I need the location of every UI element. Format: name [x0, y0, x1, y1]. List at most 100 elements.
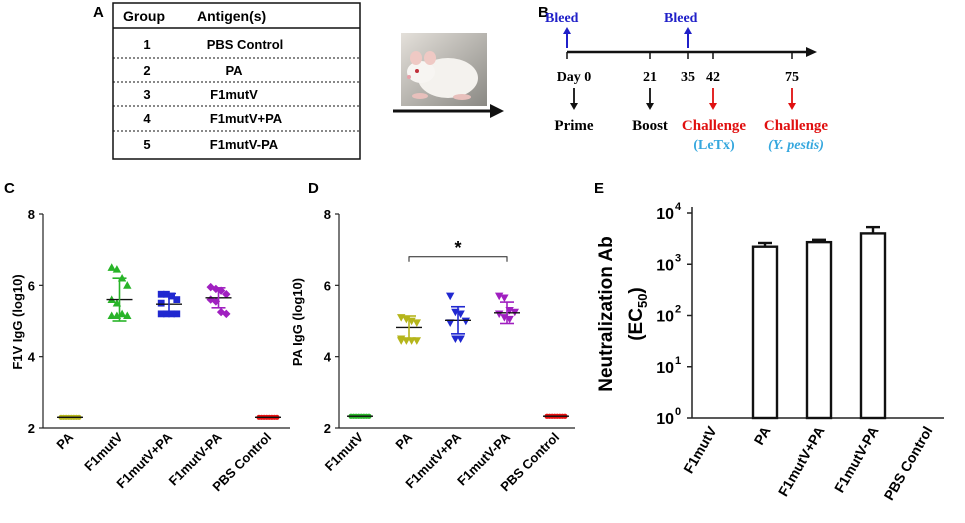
x-tick-label: PA [392, 429, 415, 452]
timeline-axis [567, 47, 817, 57]
y-axis-label: PA IgG (log10) [290, 278, 305, 366]
y-tick-label: 6 [28, 278, 35, 293]
data-point [157, 310, 165, 318]
mouse-photo [401, 33, 487, 106]
panel-label-a: A [93, 4, 104, 21]
data-point [446, 319, 455, 327]
y-tick-label: 10 [656, 411, 674, 428]
series-group [543, 413, 569, 419]
data-point [456, 335, 465, 344]
mouse-paw [453, 94, 471, 100]
y-axis-label: F1V IgG (log10) [10, 274, 25, 369]
bar [751, 245, 779, 420]
y-tick-exponent: 2 [675, 304, 681, 316]
arrow-down-icon [709, 88, 717, 110]
agent-label: (Y. pestis) [768, 138, 824, 153]
x-tick-label: PA [53, 429, 76, 452]
y-tick-label: 4 [28, 350, 36, 365]
arrow-right-icon [393, 104, 504, 118]
data-point [112, 265, 122, 273]
y-tick-label: 10 [656, 257, 674, 274]
bleed-label: Bleed [545, 11, 579, 26]
day-label: 21 [643, 70, 657, 85]
y-tick-label: 4 [324, 350, 332, 365]
data-point [222, 290, 231, 299]
panel-label-b: B [538, 4, 549, 21]
y-tick-exponent: 0 [675, 406, 681, 418]
series-group [156, 290, 182, 318]
day-label: 42 [706, 70, 720, 85]
table-row-antigen: F1mutV-PA [210, 137, 279, 152]
table-row-antigen: F1mutV+PA [210, 111, 283, 126]
data-point [123, 281, 132, 289]
arrow-up-icon [563, 27, 571, 48]
x-tick-label: F1mutV [680, 423, 720, 476]
day-label: 35 [681, 70, 695, 85]
mouse-ear [410, 51, 422, 65]
x-tick-label: PA [751, 424, 774, 448]
series-group [347, 413, 373, 419]
arrow-down-icon [646, 88, 654, 110]
series-group [255, 414, 281, 420]
data-point [446, 292, 455, 301]
table-header-group: Group [123, 8, 165, 24]
y-tick-label: 8 [324, 207, 331, 222]
data-point [222, 309, 231, 319]
series-group [57, 414, 83, 420]
panel-label-e: E [594, 180, 604, 197]
event-label: Challenge [682, 118, 747, 134]
y-tick-label: 2 [324, 421, 331, 436]
y-tick-exponent: 3 [675, 252, 681, 264]
y-tick-label: 10 [656, 360, 674, 377]
arrow-up-icon [684, 27, 692, 48]
series-group [396, 314, 422, 345]
table-row-antigen: F1mutV [210, 87, 258, 102]
timeline: Bleed Bleed Day 0 21 35 42 75 [545, 11, 828, 153]
table-row-group: 4 [143, 111, 151, 126]
x-tick-label: PBS Control [881, 424, 936, 503]
event-label: Boost [632, 118, 668, 134]
arrow-down-icon [570, 88, 578, 110]
mouse-eye [415, 69, 419, 73]
data-point [173, 310, 181, 318]
x-tick-label: F1mutV+PA [775, 424, 828, 499]
panel-label-c: C [4, 180, 15, 197]
y-tick-label: 6 [324, 278, 331, 293]
y-tick-label: 10 [656, 309, 674, 326]
mouse-head [407, 61, 435, 83]
y-tick-label: 8 [28, 207, 35, 222]
x-tick-label: F1mutV [81, 429, 126, 474]
event-label: Challenge [764, 118, 829, 134]
panel-label-d: D [308, 180, 319, 197]
day-label: Day 0 [557, 70, 592, 85]
significance-bracket [408, 256, 508, 262]
table-row-group: 1 [143, 37, 150, 52]
series-group [445, 292, 471, 344]
bar [859, 232, 887, 420]
mouse-nose [407, 75, 411, 79]
table-row-group: 2 [143, 63, 150, 78]
group-table: Group Antigen(s) 1 PBS Control 2 PA 3 F1… [112, 2, 361, 160]
table-border [112, 2, 361, 160]
y-tick-exponent: 4 [675, 201, 682, 213]
table-row-antigen: PA [225, 63, 243, 78]
day-label: 75 [785, 70, 799, 85]
series-group [494, 292, 520, 325]
y-axis-label: Neutralization Ab [596, 236, 617, 392]
mouse-ear [424, 51, 436, 65]
y-tick-label: 10 [656, 206, 674, 223]
bleed-label: Bleed [664, 11, 698, 26]
event-label: Prime [554, 118, 593, 134]
data-point [461, 317, 470, 326]
bar [805, 240, 833, 420]
data-point [500, 294, 509, 303]
data-point [157, 290, 165, 298]
table-row-group: 3 [143, 87, 150, 102]
data-point [107, 263, 116, 271]
data-point [173, 296, 181, 303]
mouse-paw [412, 93, 428, 99]
